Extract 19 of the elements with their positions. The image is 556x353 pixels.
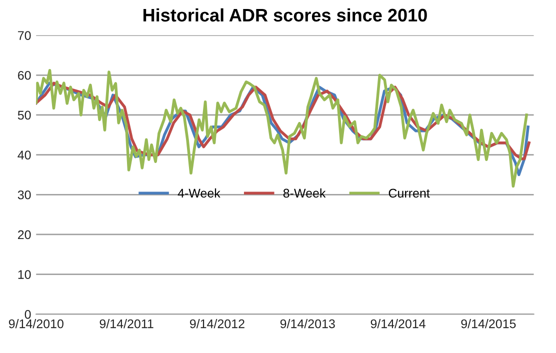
- y-tick-label: 70: [18, 31, 31, 40]
- x-tick-label: 9/14/2010: [8, 319, 64, 328]
- legend-label: 4-Week: [178, 188, 220, 198]
- y-tick-label: 60: [18, 70, 31, 80]
- x-tick-label: 9/14/2014: [370, 319, 426, 328]
- y-tick-label: 50: [18, 110, 31, 120]
- chart-title: Historical ADR scores since 2010: [143, 8, 427, 22]
- y-tick-label: 20: [18, 230, 31, 240]
- legend-label: Current: [388, 188, 430, 198]
- y-tick-label: 30: [18, 190, 31, 200]
- legend-label: 8-Week: [283, 188, 326, 198]
- x-tick-label: 9/14/2013: [280, 319, 335, 328]
- x-tick-label: 9/14/2012: [190, 319, 244, 328]
- y-tick-label: 0: [24, 310, 31, 319]
- line-series: [36, 68, 528, 188]
- y-tick-label: 40: [18, 150, 31, 160]
- y-tick-label: 10: [18, 270, 31, 279]
- x-tick-label: 9/14/2011: [100, 319, 154, 328]
- x-tick-label: 9/14/2015: [461, 319, 516, 328]
